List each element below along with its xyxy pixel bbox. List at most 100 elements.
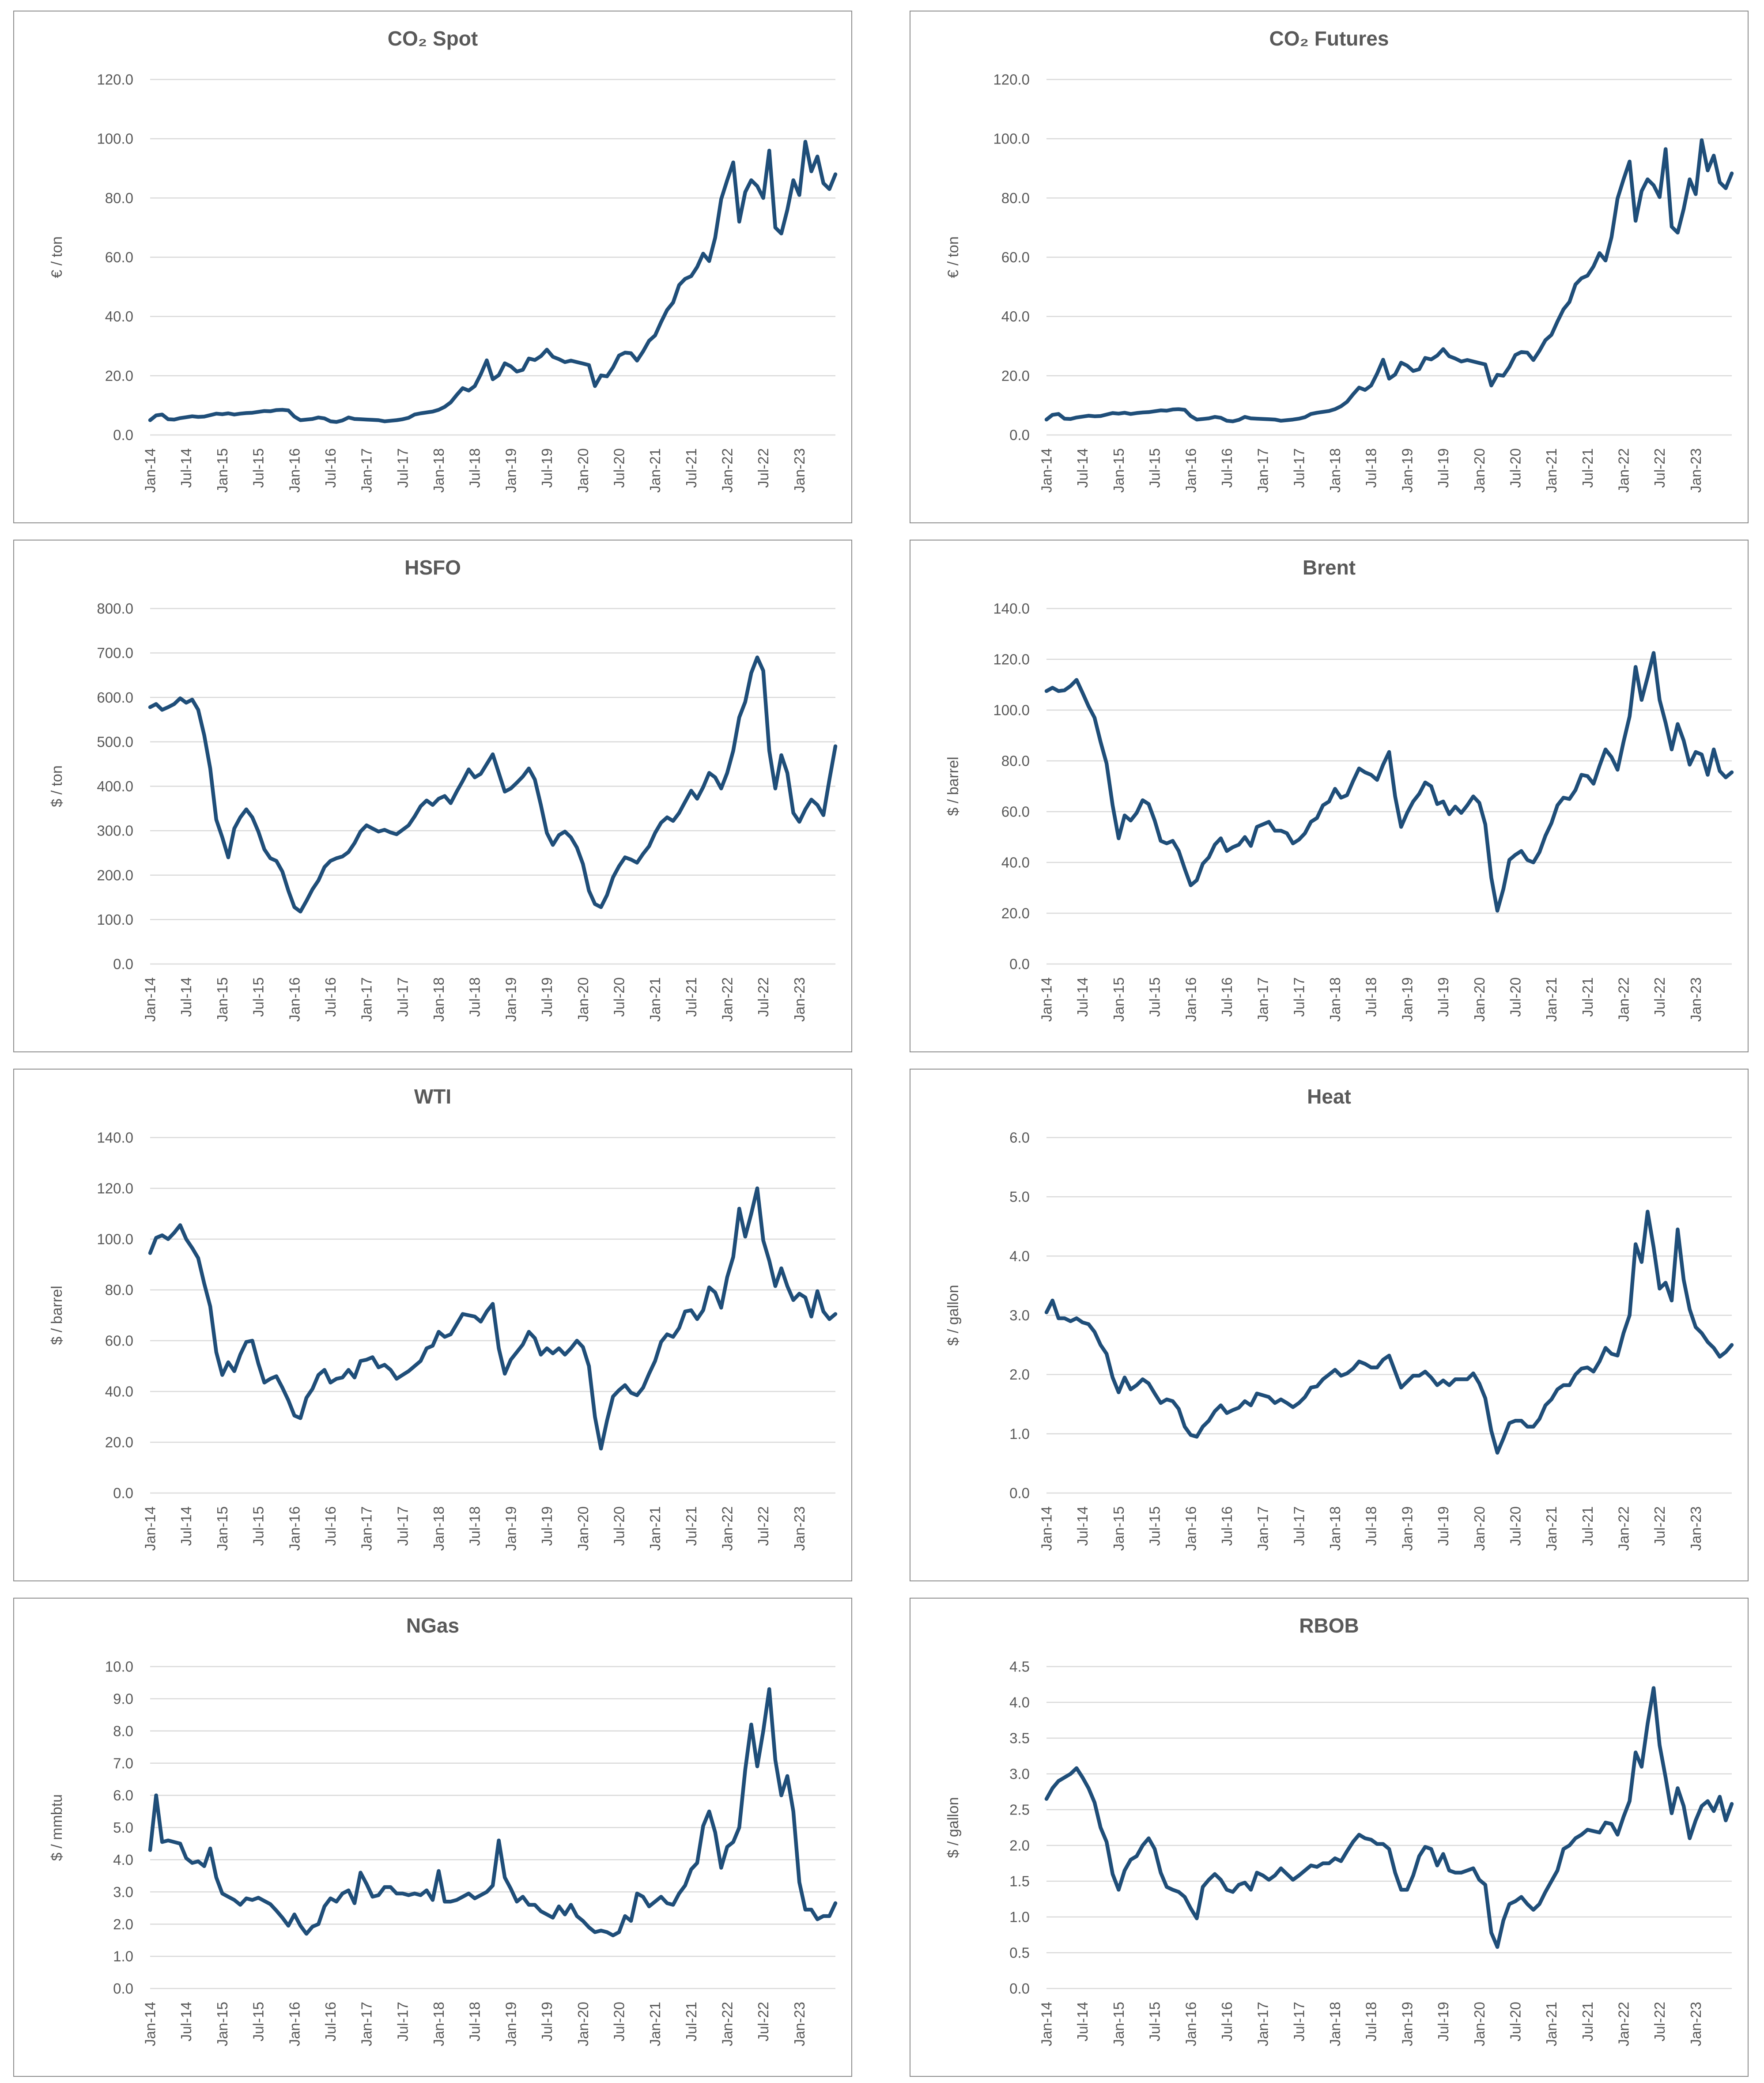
chart-title: HSFO (404, 556, 461, 579)
x-tick-label: Jan-20 (575, 1506, 591, 1551)
x-tick-label: Jul-21 (1579, 977, 1596, 1017)
y-tick-label: 300.0 (97, 823, 133, 839)
x-tick-label: Jul-14 (1074, 2002, 1091, 2041)
x-tick-label: Jan-16 (1182, 977, 1199, 1022)
x-tick-label: Jan-17 (1255, 1506, 1271, 1551)
x-tick-label: Jan-15 (1111, 977, 1127, 1022)
x-tick-label: Jan-22 (1615, 448, 1632, 493)
y-tick-label: 2.0 (113, 1916, 133, 1932)
y-tick-label: 60.0 (105, 1333, 133, 1349)
x-tick-label: Jan-23 (791, 1506, 808, 1551)
x-tick-label: Jan-22 (1615, 1506, 1632, 1551)
x-tick-label: Jul-20 (1507, 2002, 1523, 2041)
x-tick-label: Jul-17 (394, 977, 411, 1017)
chart-panel-hsfo: HSFO 0.0 100.0 200.0 300.0 400.0 500.0 600.0 700… (13, 540, 852, 1052)
x-tick-label: Jul-17 (1291, 2002, 1307, 2041)
x-tick-label: Jan-23 (1688, 448, 1704, 493)
y-tick-label: 120.0 (993, 72, 1030, 88)
x-tick-label: Jan-14 (142, 2002, 159, 2046)
plot-area: 0.0 1.0 2.0 3.0 4.0 5.0 6.0 $ / gallon Jan-14 Jul… (945, 1130, 1734, 1551)
x-tick-label: Jan-17 (359, 977, 375, 1022)
x-tick-label: Jan-17 (359, 2002, 375, 2046)
plot-area: 0.0 100.0 200.0 300.0 400.0 500.0 600.0 700.0 80… (49, 601, 838, 1022)
y-tick-label: 20.0 (105, 367, 133, 384)
x-tick-label: Jul-21 (1579, 448, 1596, 488)
x-tick-label: Jul-21 (683, 448, 699, 488)
y-tick-label: 60.0 (1001, 804, 1030, 820)
plot-area: 0.0 20.0 40.0 60.0 80.0 100.0 120.0 140.0 $ / ba… (945, 601, 1734, 1022)
x-tick-label: Jan-16 (286, 977, 302, 1022)
y-tick-label: 100.0 (97, 1231, 133, 1248)
y-tick-label: 9.0 (113, 1690, 133, 1707)
x-tick-label: Jul-14 (1074, 1506, 1091, 1546)
y-axis-title: $ / gallon (945, 1285, 962, 1346)
x-tick-label: Jul-17 (394, 2002, 411, 2041)
x-tick-label: Jan-20 (575, 2002, 591, 2046)
x-tick-label: Jul-16 (1219, 1506, 1235, 1546)
x-tick-label: Jul-19 (539, 448, 555, 488)
y-tick-label: 4.0 (113, 1852, 133, 1868)
y-tick-label: 200.0 (97, 867, 133, 883)
x-tick-label: Jul-17 (394, 448, 411, 488)
chart-panel-co-spot: CO₂ Spot 0.0 20.0 40.0 60.0 80.0 100.0 120.0 € /… (13, 11, 852, 523)
y-tick-label: 40.0 (105, 308, 133, 325)
y-tick-label: 60.0 (1001, 249, 1030, 265)
x-tick-label: Jul-14 (1074, 977, 1091, 1017)
x-tick-label: Jul-16 (322, 448, 339, 488)
x-tick-label: Jul-20 (611, 977, 627, 1017)
x-tick-label: Jul-17 (1291, 1506, 1307, 1546)
plot-area: 0.0 0.5 1.0 1.5 2.0 2.5 3.0 3.5 4.0 4.5 $ / gallon… (945, 1659, 1734, 2046)
x-tick-label: Jan-16 (1182, 2002, 1199, 2046)
charts-grid: CO₂ Spot 0.0 20.0 40.0 60.0 80.0 100.0 120.0 € /… (13, 11, 1749, 2077)
y-axis-title: $ / gallon (945, 1797, 962, 1858)
y-tick-label: 1.0 (113, 1948, 133, 1965)
chart-panel-rbob: RBOB 0.0 0.5 1.0 1.5 2.0 2.5 3.0 3.5 4.0 4.5 $ / ga… (910, 1598, 1749, 2077)
y-tick-label: 100.0 (97, 911, 133, 928)
chart-title: CO₂ Futures (1269, 27, 1389, 50)
x-tick-label: Jan-23 (791, 977, 808, 1022)
x-tick-label: Jan-23 (1688, 977, 1704, 1022)
y-tick-label: 600.0 (97, 689, 133, 706)
x-tick-label: Jan-21 (1543, 977, 1560, 1022)
x-tick-label: Jan-17 (1255, 977, 1271, 1022)
x-tick-label: Jul-19 (1435, 448, 1451, 488)
y-tick-label: 4.5 (1009, 1659, 1030, 1675)
y-tick-label: 8.0 (113, 1723, 133, 1739)
x-tick-label: Jan-22 (719, 977, 735, 1022)
x-tick-label: Jan-14 (142, 1506, 159, 1551)
x-tick-label: Jul-15 (250, 1506, 267, 1546)
x-tick-label: Jul-19 (1435, 977, 1451, 1017)
plot-area: 0.0 20.0 40.0 60.0 80.0 100.0 120.0 € / ton Jan-… (49, 72, 838, 493)
x-tick-label: Jul-15 (1147, 2002, 1163, 2041)
x-tick-label: Jan-18 (431, 448, 447, 493)
x-tick-label: Jan-21 (1543, 1506, 1560, 1551)
chart-title: RBOB (1299, 1614, 1359, 1637)
y-tick-label: 100.0 (97, 131, 133, 147)
x-tick-label: Jan-21 (647, 977, 663, 1022)
x-tick-label: Jul-21 (1579, 1506, 1596, 1546)
y-tick-label: 0.0 (1009, 1981, 1030, 1997)
series-line (148, 655, 838, 914)
y-tick-label: 80.0 (105, 190, 133, 206)
x-tick-label: Jan-20 (575, 448, 591, 493)
x-tick-label: Jul-15 (250, 977, 267, 1017)
x-tick-label: Jan-18 (1327, 977, 1343, 1022)
y-tick-label: 0.5 (1009, 1945, 1030, 1961)
x-tick-label: Jan-14 (1039, 977, 1055, 1022)
y-tick-label: 3.5 (1009, 1730, 1030, 1747)
x-tick-label: Jan-14 (1039, 448, 1055, 493)
x-tick-label: Jan-17 (1255, 2002, 1271, 2046)
series-line (148, 1186, 838, 1451)
y-tick-label: 1.0 (1009, 1425, 1030, 1442)
x-tick-label: Jul-19 (539, 977, 555, 1017)
y-axis-title: $ / ton (49, 765, 65, 807)
x-tick-label: Jan-18 (1327, 448, 1343, 493)
x-tick-label: Jul-22 (1651, 977, 1668, 1017)
x-tick-label: Jan-14 (1039, 2002, 1055, 2046)
chart-panel-ngas: NGas 0.0 1.0 2.0 3.0 4.0 5.0 6.0 7.0 8.0 9.0 10.0 $ … (13, 1598, 852, 2077)
y-tick-label: 0.0 (113, 1485, 133, 1501)
x-tick-label: Jan-16 (1182, 1506, 1199, 1551)
x-tick-label: Jan-21 (1543, 2002, 1560, 2046)
x-tick-label: Jan-15 (1111, 1506, 1127, 1551)
x-tick-label: Jan-22 (719, 2002, 735, 2046)
